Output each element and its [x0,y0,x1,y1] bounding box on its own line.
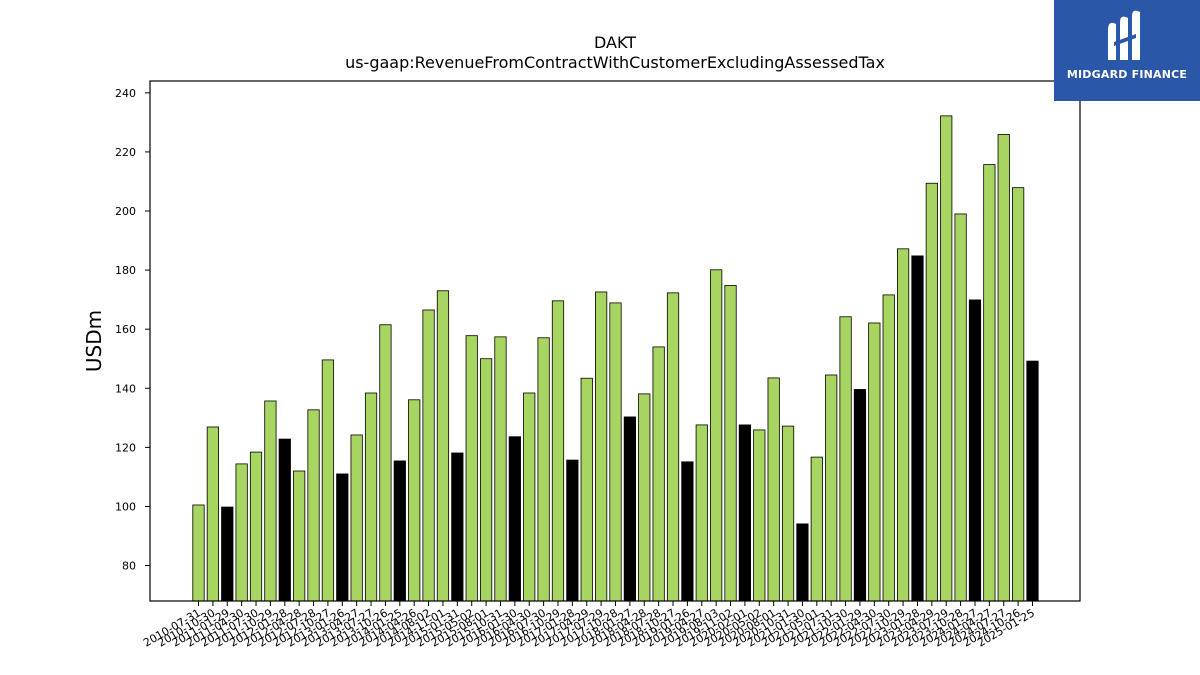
bar-2021-07-31 [825,374,838,602]
y-tick-label: 220 [115,146,136,159]
chart-title: DAKT [594,33,636,52]
y-axis-ticks: 80 100 120 140 160 180 200 220 240 [115,87,150,573]
y-tick-label: 100 [115,500,136,513]
bar-2016-10-29 [551,300,565,602]
bar-2017-04-29 [580,377,593,602]
bar-2012-04-28 [293,470,306,602]
bar-2011-04-30 [235,463,248,602]
chart-subtitle: us-gaap:RevenueFromContractWithCustomerE… [345,53,885,72]
bar-2013-04-27 [350,434,363,602]
bar-2019-08-03 [710,269,723,602]
bar-2017-01-28 [566,459,579,602]
bar-2016-07-30 [537,337,550,602]
bar-2023-07-29 [940,115,953,602]
bar-2015-10-31 [494,336,507,602]
bar-2018-01-27 [623,416,636,602]
y-tick-label: 80 [122,560,136,573]
bar-2013-10-26 [379,324,392,602]
bar-2020-02-01 [738,424,752,602]
bar-2015-01-31 [451,452,464,602]
bar-2010-07-31 [192,504,205,602]
bar-2011-10-29 [264,400,277,602]
bar-2018-10-27 [666,292,680,602]
bar-2019-01-26 [681,461,694,602]
bar-2023-04-29 [925,182,938,602]
y-axis-label: USDm [82,310,106,372]
bar-2011-01-29 [221,506,234,602]
bar-2024-10-26 [1012,187,1025,602]
bar-2014-01-25 [393,460,406,602]
bar-2012-01-28 [278,438,291,602]
bar-2010-10-30 [206,426,219,602]
y-tick-label: 200 [115,205,136,218]
bars-group [192,115,1039,602]
logo-text: MIDGARD FINANCE [1066,68,1188,81]
bar-2013-01-26 [336,473,349,602]
bar-2011-07-30 [249,451,263,602]
bar-2020-10-31 [781,425,795,602]
bar-2019-04-27 [695,424,708,602]
bar-2013-07-27 [364,392,378,602]
bar-2018-07-28 [652,346,665,602]
bar-2018-04-28 [638,393,651,602]
y-tick-label: 140 [115,382,136,395]
bar-2025-01-25 [1026,360,1039,602]
brand-logo: MIDGARD FINANCE [1054,0,1200,101]
bar-2022-07-30 [882,294,895,602]
bar-2014-11-01 [436,290,450,602]
y-tick-label: 240 [115,87,136,100]
bar-2012-07-28 [307,409,320,602]
plot-frame [149,80,1081,602]
x-axis-ticks: 2010-07-312010-10-302011-01-292011-04-30… [141,601,1037,650]
y-tick-label: 160 [115,323,136,336]
bar-2012-10-27 [321,359,335,602]
bar-2016-04-30 [523,392,536,602]
bar-2022-04-30 [868,322,881,602]
bar-2021-01-30 [796,523,809,602]
bar-2023-10-28 [954,213,967,602]
bar-2021-05-01 [810,456,823,602]
bar-2024-04-27 [983,164,996,602]
y-tick-label: 180 [115,264,136,277]
bar-2020-08-01 [767,377,780,602]
bar-2024-07-27 [997,134,1010,602]
bar-2020-05-02 [753,429,766,602]
midgard-m-icon [1108,10,1140,61]
bar-2021-10-30 [839,316,852,602]
bar-2015-05-02 [465,335,478,602]
bar-2023-01-28 [911,255,924,602]
bar-2017-10-28 [609,302,622,602]
bar-2022-10-29 [896,248,910,602]
bar-2019-11-02 [724,285,737,602]
bar-2016-01-30 [508,436,521,602]
bar-2014-08-02 [422,309,435,602]
bar-2015-08-01 [479,358,493,602]
bar-2024-01-27 [968,299,982,602]
bar-2022-01-29 [853,389,867,602]
y-tick-label: 120 [115,441,136,454]
bar-2014-04-26 [408,399,421,602]
bar-2017-07-29 [595,291,608,602]
